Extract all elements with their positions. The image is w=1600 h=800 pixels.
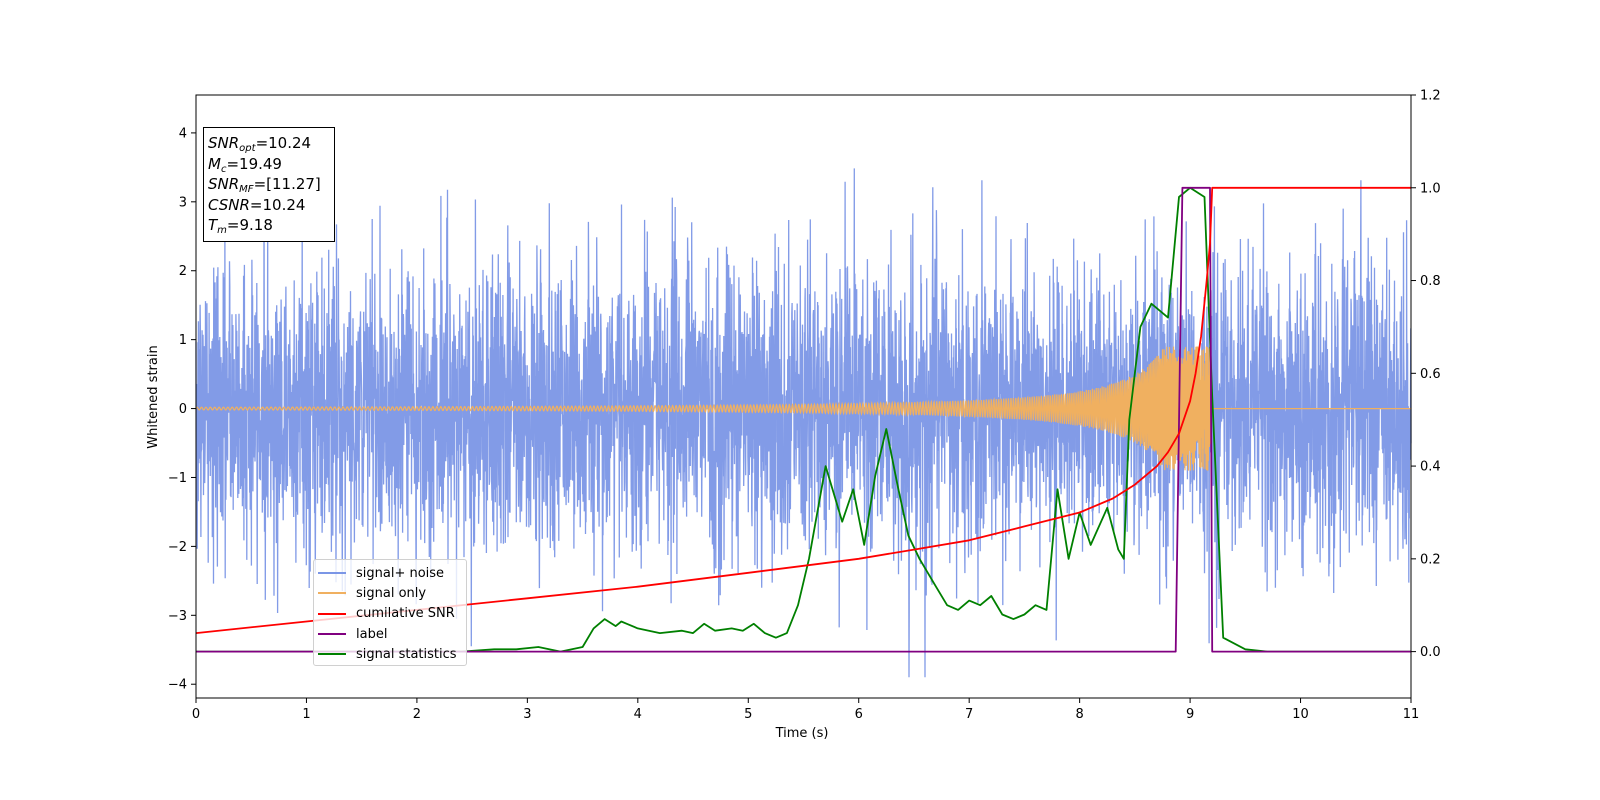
x-tick-label: 10 [1292,707,1309,722]
x-tick-label: 8 [1075,707,1083,722]
y2-tick-label: 0.6 [1420,367,1441,382]
chirp-mass-text: Mc=19.49 [208,154,282,175]
legend-swatch [318,633,346,636]
label-line [196,186,1411,653]
csnr-text: CSNR=10.24 [208,195,306,214]
x-tick-label: 5 [744,707,752,722]
x-tick-label: 6 [855,707,863,722]
y2-tick-label: 0.8 [1420,274,1441,289]
y-axis-ticks: −4 −3 −2 −1 0 1 2 3 4 [168,126,196,693]
y2-tick-label: 0.0 [1420,645,1441,660]
merger-time-text: Tm=9.18 [208,216,273,236]
y-tick-label: −4 [168,678,187,693]
y2-tick-label: 0.2 [1420,552,1441,567]
legend-swatch [318,572,346,575]
legend-label: signal statistics [356,646,457,662]
legend-item-label: label [318,624,462,644]
legend-item-signal-statistics: signal statistics [318,644,462,664]
x-tick-label: 1 [302,707,310,722]
signal-only-line [195,346,1411,471]
legend-label: cumilative SNR [356,606,455,622]
legend-label: signal+ noise [356,565,445,581]
snr-mf-text: SNRMF=[11.27] [208,175,321,195]
snr-opt-text: SNRopt=10.24 [208,134,312,154]
cumulative-snr-line [195,186,1411,634]
y2-tick-label: 1.0 [1420,181,1441,196]
y-axis-label: Whitened strain [146,345,161,448]
y2-tick-label: 1.2 [1420,89,1441,104]
x-tick-label: 9 [1186,707,1194,722]
parameters-box: SNRopt=10.24 Mc=19.49 SNRMF=[11.27] CSNR… [203,127,335,242]
y-tick-label: −2 [168,540,187,555]
legend: signal+ noise signal only cumilative SNR… [313,559,467,666]
x-tick-label: 2 [413,707,421,722]
y-tick-label: 3 [179,195,187,210]
x-tick-label: 11 [1403,707,1420,722]
y-tick-label: 0 [179,402,187,417]
y-tick-label: −3 [168,609,187,624]
y-tick-label: 1 [179,333,187,348]
legend-swatch [318,612,346,615]
x-axis-label: Time (s) [775,726,829,741]
x-tick-label: 0 [192,707,200,722]
legend-swatch [318,592,346,595]
right-axis-series [195,186,1411,653]
y2-axis-ticks: 0.0 0.2 0.4 0.6 0.8 1.0 1.2 [1411,89,1441,660]
x-tick-label: 3 [523,707,531,722]
x-tick-label: 4 [634,707,642,722]
legend-item-signal-only: signal only [318,583,462,603]
legend-label: label [356,626,388,642]
legend-label: signal only [356,585,427,601]
y-tick-label: 4 [179,126,187,141]
y2-tick-label: 0.4 [1420,460,1441,475]
legend-item-signal-noise: signal+ noise [318,563,462,583]
x-tick-label: 7 [965,707,973,722]
plot-area-frame [195,94,1412,699]
y-tick-label: 2 [179,264,187,279]
x-axis-ticks: 0 1 2 3 4 5 6 7 8 9 10 11 [192,698,1419,722]
signal-statistics-line [196,186,1411,653]
y-tick-label: −1 [168,471,187,486]
signal-only-series [195,346,1411,471]
legend-swatch [318,653,346,656]
legend-item-cumulative-snr: cumilative SNR [318,604,462,624]
